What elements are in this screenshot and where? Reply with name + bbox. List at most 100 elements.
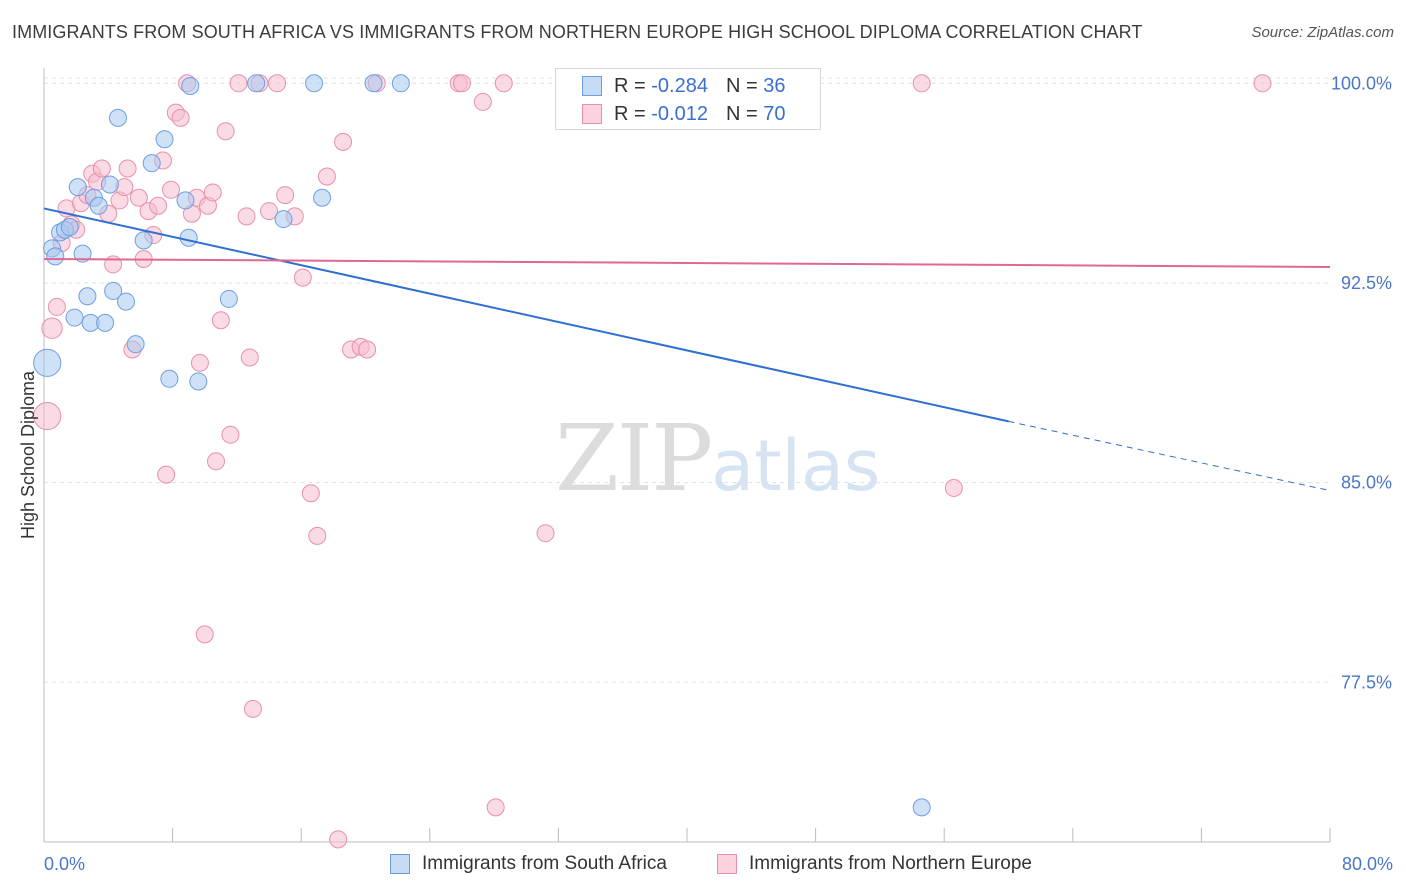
- south-africa-point: [189, 372, 208, 391]
- northern-europe-point: [293, 268, 312, 287]
- y-tick-label: 92.5%: [1341, 273, 1392, 293]
- legend-label: Immigrants from South Africa: [422, 853, 667, 874]
- south-africa-point: [134, 231, 153, 250]
- y-axis-title: High School Diploma: [18, 370, 38, 539]
- south-africa-point: [305, 74, 324, 93]
- south-africa-point: [73, 244, 92, 263]
- northern-europe-point: [216, 122, 235, 141]
- r-value: -0.012: [651, 102, 708, 125]
- y-tick-label: 85.0%: [1341, 473, 1392, 493]
- northern-europe-point: [243, 699, 262, 718]
- stats-legend: R = -0.284 N = 36 R = -0.012 N = 70: [555, 68, 821, 130]
- y-tick-label: 100.0%: [1331, 73, 1392, 93]
- south-africa-point: [181, 76, 200, 95]
- r-value: -0.284: [651, 74, 708, 97]
- northern-europe-point: [452, 74, 471, 93]
- south-africa-point: [46, 247, 65, 266]
- pink-swatch: [582, 104, 602, 124]
- northern-europe-point: [41, 317, 63, 339]
- n-value: 36: [763, 74, 786, 97]
- south-africa-point: [160, 369, 179, 388]
- northern-europe-point: [473, 92, 492, 111]
- south-africa-point: [104, 281, 123, 300]
- northern-europe-point: [317, 167, 336, 186]
- x-tick-label: 80.0%: [1342, 854, 1393, 874]
- label-layer: 100.0% 92.5% 85.0% 77.5% 0.0% 80.0% High Schoo…: [18, 73, 1393, 874]
- northern-europe-point: [486, 798, 505, 817]
- northern-europe-point: [329, 830, 348, 849]
- watermark-atlas: atlas: [711, 425, 881, 507]
- northern-europe-point: [207, 452, 226, 471]
- northern-europe-point: [268, 74, 287, 93]
- r-label: R =: [614, 102, 646, 125]
- northern-europe-point: [494, 74, 513, 93]
- northern-europe-point: [203, 183, 222, 202]
- south-africa-point: [247, 74, 266, 93]
- chart-title: IMMIGRANTS FROM SOUTH AFRICA VS IMMIGRAN…: [12, 22, 1143, 42]
- northern-europe-point: [190, 353, 209, 372]
- watermark: ZIPatlas: [555, 405, 880, 512]
- grid-layer: [44, 77, 1330, 683]
- northern-europe-point: [229, 74, 248, 93]
- northern-europe-point: [944, 478, 963, 497]
- northern-europe-point: [358, 340, 377, 359]
- south-africa-point: [142, 154, 161, 173]
- northern-europe-point: [308, 526, 327, 545]
- legend-item-south-africa[interactable]: Immigrants from South Africa: [390, 853, 667, 875]
- northern-europe-point: [161, 180, 180, 199]
- south-africa-point: [912, 798, 931, 817]
- r-label: R =: [614, 74, 646, 97]
- south-africa-point: [313, 188, 332, 207]
- south-africa-point: [274, 210, 293, 229]
- south-africa-point: [96, 313, 115, 332]
- blue-swatch: [582, 76, 602, 96]
- northern-europe-point: [47, 297, 66, 316]
- n-label: N =: [725, 102, 758, 125]
- northern-europe-point: [301, 484, 320, 503]
- south-africa-point: [33, 348, 62, 377]
- stats-legend-row-south-africa: R = -0.284 N = 36: [556, 72, 785, 100]
- northern-europe-point: [104, 255, 123, 274]
- northern-europe-point: [211, 311, 230, 330]
- northern-europe-point: [237, 207, 256, 226]
- south-africa-point: [60, 218, 79, 237]
- northern-europe-point: [157, 465, 176, 484]
- south-africa-trendline-extension: [1008, 420, 1331, 492]
- legend-label: Immigrants from Northern Europe: [749, 853, 1032, 874]
- south-africa-point: [78, 287, 97, 306]
- northern-europe-point: [276, 186, 295, 205]
- points-layer: [33, 74, 1272, 849]
- n-label: N =: [725, 74, 758, 97]
- south-africa-point: [176, 191, 195, 210]
- south-africa-point: [219, 289, 238, 308]
- stats-legend-row-northern-europe: R = -0.012 N = 70: [556, 100, 785, 128]
- northern-europe-point: [260, 202, 279, 221]
- northern-europe-point: [221, 425, 240, 444]
- watermark-zip: ZIP: [555, 405, 713, 512]
- northern-europe-point: [129, 188, 148, 207]
- northern-europe-point: [536, 524, 555, 543]
- south-africa-point: [116, 292, 135, 311]
- south-africa-point: [179, 228, 198, 247]
- south-africa-point: [391, 74, 410, 93]
- blue-swatch: [390, 854, 410, 874]
- axis-layer: [43, 68, 1331, 843]
- pink-swatch: [717, 854, 737, 874]
- legend-item-northern-europe[interactable]: Immigrants from Northern Europe: [717, 853, 1032, 875]
- south-africa-point: [68, 178, 87, 197]
- northern-europe-point: [333, 132, 352, 151]
- northern-europe-point: [171, 108, 190, 127]
- south-africa-point: [155, 130, 174, 149]
- trend-layer: [43, 207, 1331, 492]
- south-africa-point: [100, 175, 119, 194]
- series-legend: Immigrants from South Africa Immigrants …: [0, 851, 1406, 879]
- south-africa-point: [65, 308, 84, 327]
- northern-europe-point: [92, 159, 111, 178]
- south-africa-point: [108, 108, 127, 127]
- n-value: 70: [763, 102, 786, 125]
- south-africa-point: [364, 74, 383, 93]
- south-africa-trendline: [43, 207, 1009, 423]
- northern-europe-point: [240, 348, 259, 367]
- south-africa-point: [89, 196, 108, 215]
